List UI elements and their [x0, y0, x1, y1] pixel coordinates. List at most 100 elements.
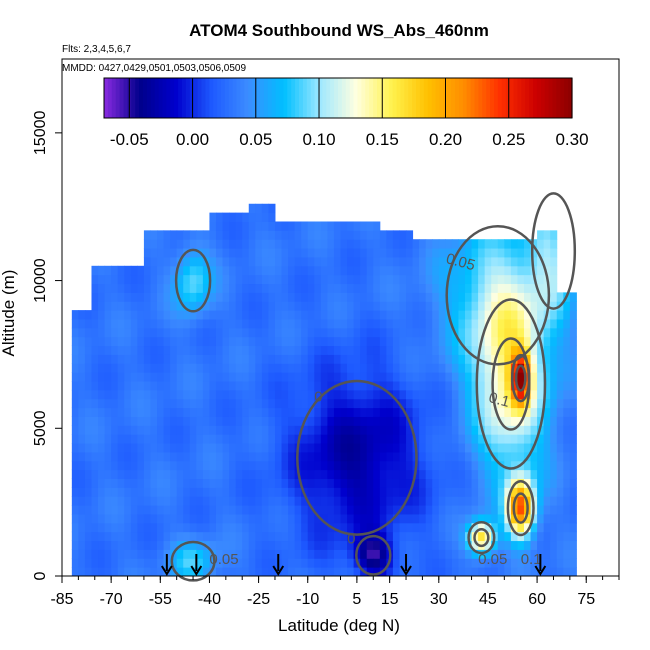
heat-cell: [419, 239, 427, 249]
heat-cell: [170, 274, 178, 285]
heat-cell: [104, 345, 112, 355]
heat-cell: [530, 487, 538, 497]
heat-cell: [183, 487, 191, 497]
heat-cell: [130, 434, 138, 444]
colorbar-segment: [380, 78, 386, 118]
heat-cell: [478, 407, 486, 417]
heat-cell: [314, 487, 322, 497]
heat-cell: [137, 407, 145, 417]
heat-cell: [386, 567, 394, 577]
heat-cell: [183, 336, 191, 347]
heat-cell: [569, 460, 577, 471]
heat-cell: [130, 478, 138, 488]
heat-cell: [406, 310, 414, 320]
heat-cell: [333, 443, 341, 453]
heat-cell: [445, 443, 453, 453]
heat-cell: [281, 398, 289, 409]
heat-cell: [242, 416, 250, 426]
heat-cell: [517, 478, 525, 488]
heat-cell: [399, 460, 407, 471]
heat-cell: [425, 549, 433, 559]
heat-cell: [235, 318, 243, 329]
heat-cell: [543, 558, 551, 568]
heat-cell: [386, 248, 394, 258]
heat-cell: [281, 372, 289, 382]
heat-cell: [510, 558, 518, 568]
colorbar-segment: [228, 78, 234, 118]
heat-cell: [281, 558, 289, 568]
heat-cell: [399, 265, 407, 276]
colorbar-tick-label: 0.00: [176, 130, 209, 149]
heat-cell: [183, 513, 191, 524]
heat-cell: [157, 265, 165, 276]
heat-cell: [261, 460, 269, 471]
heat-cell: [294, 549, 302, 559]
heat-cell: [104, 363, 112, 373]
heat-cell: [268, 398, 276, 409]
heat-cell: [274, 522, 283, 533]
colorbar-segment: [560, 78, 565, 118]
heat-cell: [484, 460, 492, 471]
heat-cell: [91, 478, 99, 488]
heat-cell: [209, 478, 217, 488]
heat-cell: [229, 513, 237, 524]
heat-cell: [432, 318, 440, 329]
heat-cell: [84, 398, 92, 409]
heat-cell: [445, 318, 453, 329]
heat-cell: [314, 469, 322, 480]
heat-cell: [248, 487, 256, 497]
heat-cell: [261, 398, 269, 409]
colorbar-segment: [279, 78, 284, 118]
heat-cell: [412, 531, 420, 542]
heat-cell: [340, 363, 348, 373]
heat-cell: [222, 283, 230, 293]
heat-cell: [150, 496, 158, 506]
heat-cell: [111, 318, 119, 329]
heat-cell: [98, 283, 106, 293]
heat-cell: [294, 363, 302, 373]
heat-cell: [478, 389, 486, 400]
heat-cell: [143, 256, 151, 267]
heat-cell: [78, 513, 86, 524]
heat-cell: [274, 381, 283, 391]
heat-cell: [196, 460, 204, 471]
heat-cell: [163, 434, 171, 444]
heat-cell: [111, 389, 119, 400]
heat-cell: [569, 443, 577, 453]
heat-cell: [222, 354, 230, 364]
heat-cell: [314, 318, 322, 329]
heat-cell: [366, 345, 374, 355]
heat-cell: [484, 425, 492, 435]
heat-cell: [176, 301, 184, 311]
heat-cell: [386, 363, 394, 373]
heat-cell: [465, 513, 473, 524]
heat-cell: [189, 310, 197, 320]
heat-cell: [229, 505, 237, 515]
heat-cell: [301, 398, 309, 409]
heat-cell: [215, 274, 224, 285]
heat-cell: [484, 372, 492, 382]
heat-cell: [379, 531, 387, 542]
heat-cell: [170, 469, 178, 480]
heat-cell: [117, 531, 125, 542]
heat-cell: [399, 345, 407, 355]
heat-cell: [229, 567, 237, 577]
heat-cell: [392, 407, 400, 417]
heat-cell: [78, 443, 86, 453]
heat-cell: [196, 336, 204, 347]
heat-cell: [510, 513, 518, 524]
heat-cell: [406, 345, 414, 355]
heat-cell: [202, 487, 210, 497]
heat-cell: [196, 416, 204, 426]
heat-cell: [176, 425, 184, 435]
heat-cell: [176, 336, 184, 347]
heat-cell: [143, 549, 151, 559]
heat-cell: [360, 416, 368, 426]
heat-cell: [307, 292, 315, 302]
heat-cell: [569, 505, 577, 515]
heat-cell: [373, 248, 381, 258]
heat-cell: [163, 239, 171, 249]
heat-cell: [281, 513, 289, 524]
heat-cell: [78, 522, 86, 533]
heat-cell: [268, 496, 276, 506]
